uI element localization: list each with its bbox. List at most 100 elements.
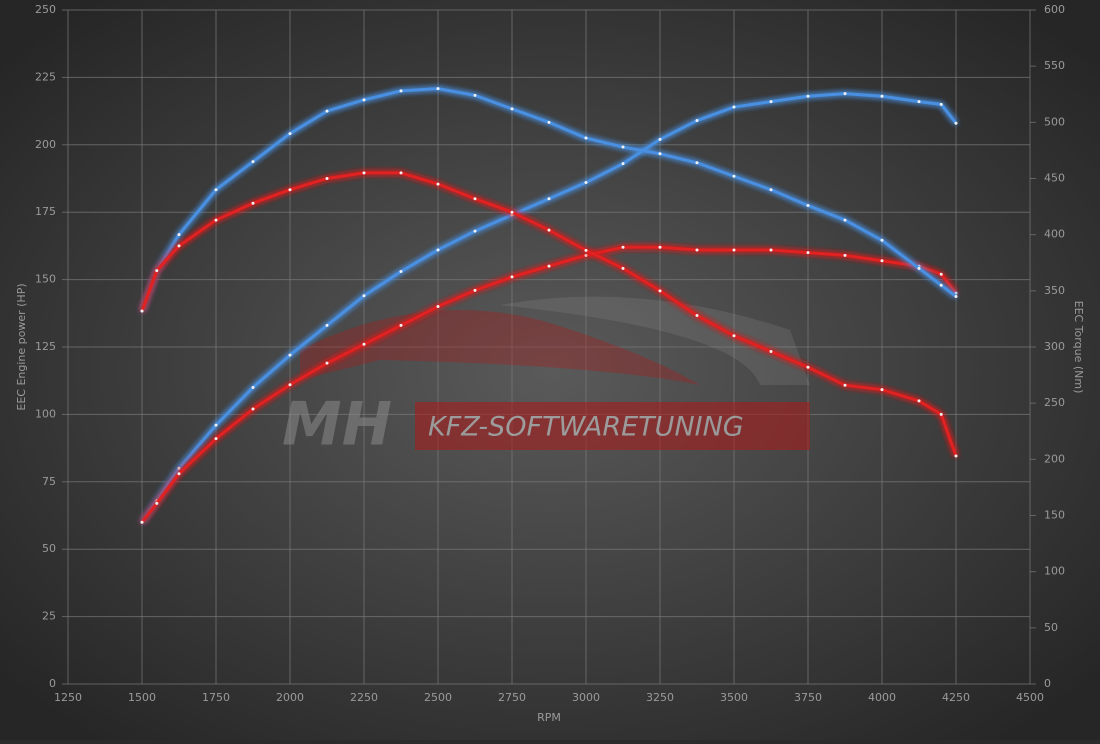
- data-point: [880, 94, 884, 98]
- data-point: [325, 109, 329, 113]
- data-point: [584, 181, 588, 185]
- data-point: [473, 93, 477, 97]
- data-point: [436, 305, 440, 309]
- data-point: [177, 244, 181, 248]
- data-point: [214, 437, 218, 441]
- y-tick-label: 125: [35, 340, 56, 353]
- data-point: [251, 160, 255, 164]
- data-point: [214, 188, 218, 192]
- y-tick-label: 200: [35, 138, 56, 151]
- y-tick-label: 175: [35, 205, 56, 218]
- y2-tick-label: 350: [1044, 284, 1065, 297]
- y-tick-label: 25: [42, 610, 56, 623]
- data-point: [732, 174, 736, 178]
- data-point: [436, 248, 440, 252]
- data-point: [584, 248, 588, 252]
- data-point: [843, 253, 847, 257]
- x-tick-label: 2500: [424, 691, 452, 704]
- data-point: [954, 121, 958, 125]
- y-tick-label: 150: [35, 273, 56, 286]
- data-point: [880, 388, 884, 392]
- data-point: [362, 294, 366, 298]
- data-point: [695, 119, 699, 123]
- data-point: [695, 314, 699, 318]
- x-tick-label: 2000: [276, 691, 304, 704]
- data-point: [954, 454, 958, 458]
- x-tick-label: 1500: [128, 691, 156, 704]
- data-point: [325, 177, 329, 180]
- data-point: [155, 501, 159, 505]
- y-tick-label: 75: [42, 475, 56, 488]
- data-point: [155, 269, 159, 273]
- data-point: [325, 361, 329, 365]
- data-point: [547, 228, 551, 232]
- x-tick-label: 2750: [498, 691, 526, 704]
- logo-text: KFZ-SOFTWARETUNING: [428, 412, 744, 443]
- watermark: MH KFZ-SOFTWARETUNING: [282, 296, 810, 460]
- y2-tick-label: 550: [1044, 59, 1065, 72]
- data-point: [843, 383, 847, 387]
- y2-tick-label: 400: [1044, 228, 1065, 241]
- data-point: [806, 365, 810, 369]
- y2-tick-label: 50: [1044, 621, 1058, 634]
- data-point: [769, 349, 773, 353]
- data-point: [939, 283, 943, 287]
- data-point: [695, 161, 699, 165]
- logo-roof: [500, 296, 810, 385]
- data-point: [732, 248, 736, 252]
- data-point: [939, 272, 943, 276]
- x-tick-label: 4500: [1016, 691, 1044, 704]
- y-tick-label: 0: [49, 677, 56, 690]
- data-point: [251, 385, 255, 389]
- data-point: [806, 203, 810, 207]
- data-point: [584, 136, 588, 140]
- data-point: [769, 248, 773, 252]
- data-point: [939, 102, 943, 106]
- data-point: [177, 472, 181, 476]
- data-point: [436, 182, 440, 186]
- data-point: [325, 323, 329, 327]
- data-point: [288, 353, 292, 357]
- y-tick-label: 250: [35, 3, 56, 16]
- data-point: [658, 152, 662, 156]
- x-tick-label: 1250: [54, 691, 82, 704]
- data-point: [399, 323, 403, 327]
- data-point: [880, 259, 884, 263]
- data-point: [399, 270, 403, 274]
- y2-tick-label: 250: [1044, 396, 1065, 409]
- y2-tick-label: 100: [1044, 565, 1065, 578]
- data-point: [473, 288, 477, 292]
- data-point: [621, 162, 625, 166]
- x-tick-label: 3500: [720, 691, 748, 704]
- data-point: [806, 94, 810, 98]
- data-point: [658, 245, 662, 249]
- x-axis-label: RPM: [537, 711, 561, 724]
- y2-tick-label: 450: [1044, 172, 1065, 185]
- y2-tick-label: 150: [1044, 509, 1065, 522]
- y2-tick-label: 200: [1044, 452, 1065, 465]
- data-point: [547, 120, 551, 124]
- data-point: [177, 233, 181, 237]
- data-point: [621, 266, 625, 270]
- x-tick-label: 3750: [794, 691, 822, 704]
- x-tick-label: 1750: [202, 691, 230, 704]
- y2-tick-label: 300: [1044, 340, 1065, 353]
- data-point: [584, 253, 588, 257]
- data-point: [954, 291, 958, 295]
- data-point: [362, 342, 366, 346]
- data-point: [547, 264, 551, 268]
- data-point: [362, 171, 366, 175]
- data-point: [177, 466, 181, 470]
- data-point: [658, 289, 662, 293]
- data-point: [732, 105, 736, 109]
- x-tick-label: 4250: [942, 691, 970, 704]
- data-point: [769, 188, 773, 192]
- y2-axis-label: EEC Torque (Nm): [1072, 301, 1085, 394]
- data-point: [621, 145, 625, 149]
- data-point: [917, 100, 921, 104]
- data-point: [880, 238, 884, 242]
- data-point: [140, 520, 144, 524]
- data-point: [214, 218, 218, 222]
- data-point: [251, 407, 255, 411]
